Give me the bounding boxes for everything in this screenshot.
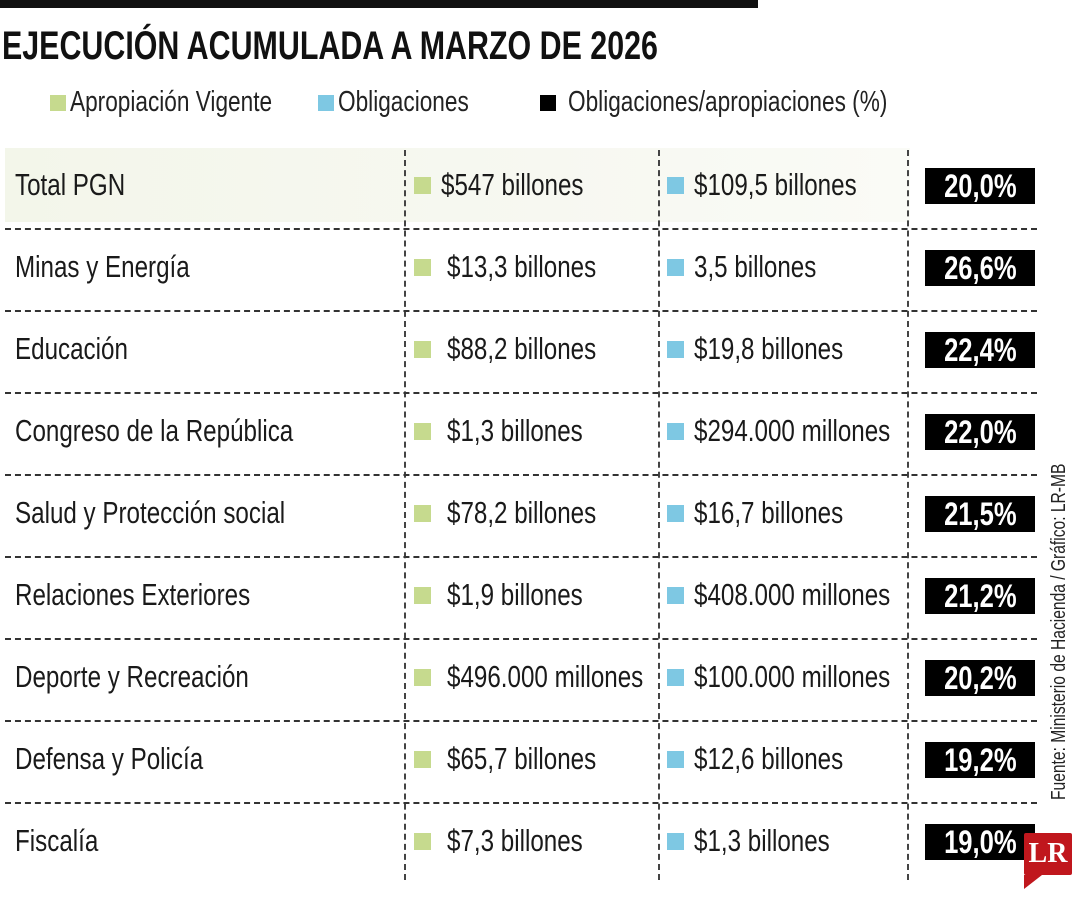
apropiacion-cell: $65,7 billones <box>414 722 638 796</box>
row-divider <box>5 474 1037 476</box>
apropiacion-cell: $7,3 billones <box>414 804 621 878</box>
table-row: Relaciones Exteriores $1,9 billones $408.0… <box>0 558 1040 640</box>
column-divider <box>907 150 909 880</box>
green-square-icon <box>414 340 431 358</box>
blue-square-icon <box>667 422 684 440</box>
row-divider <box>5 392 1037 394</box>
row-divider <box>5 802 1037 804</box>
row-name: Fiscalía <box>15 823 99 858</box>
table-row: Congreso de la República $1,3 billones $29… <box>0 394 1040 476</box>
blue-square-icon <box>667 258 684 276</box>
table-row: Minas y Energía $13,3 billones 3,5 billone… <box>0 230 1040 312</box>
total-row-highlight <box>5 148 910 222</box>
row-name: Educación <box>15 331 128 366</box>
table-row: Defensa y Policía $65,7 billones $12,6 bil… <box>0 722 1040 804</box>
blue-square-icon <box>667 176 684 194</box>
row-name: Minas y Energía <box>15 249 190 284</box>
ratio-badge: 20,0% <box>925 168 1035 204</box>
table-row: Salud y Protección social $78,2 billones $… <box>0 476 1040 558</box>
green-square-icon <box>414 750 431 768</box>
row-name: Congreso de la República <box>15 413 294 448</box>
source-note: Fuente: Ministerio de Hacienda / Gráfico… <box>1048 463 1070 800</box>
lr-logo: LR <box>1024 833 1072 889</box>
ratio-badge: 21,5% <box>925 496 1035 532</box>
ratio-badge: 19,2% <box>925 742 1035 778</box>
row-name: Relaciones Exteriores <box>15 577 251 612</box>
ratio-badge: 21,2% <box>925 578 1035 614</box>
obligaciones-cell: $1,3 billones <box>667 804 868 878</box>
obligaciones-cell: $109,5 billones <box>667 148 903 222</box>
apropiacion-cell: $88,2 billones <box>414 312 638 386</box>
column-divider <box>404 150 406 880</box>
obligaciones-cell: $12,6 billones <box>667 722 885 796</box>
apropiacion-cell: $78,2 billones <box>414 476 638 550</box>
table-row: Total PGN $547 billones $109,5 billones 20,… <box>0 148 1040 230</box>
green-square-icon <box>414 176 431 194</box>
obligaciones-cell: 3,5 billones <box>667 230 851 304</box>
chart-title: EJECUCIÓN ACUMULADA A MARZO DE 2026 <box>2 24 658 68</box>
obligaciones-cell: $16,7 billones <box>667 476 885 550</box>
blue-square-icon <box>667 832 684 850</box>
legend-ratio: Obligaciones/apropiaciones (%) <box>540 86 977 119</box>
ratio-badge: 26,6% <box>925 250 1035 286</box>
green-square-icon <box>414 832 431 850</box>
row-divider <box>5 228 1037 230</box>
legend-swatch-black <box>540 94 556 111</box>
apropiacion-cell: $1,9 billones <box>414 558 621 632</box>
table-row: Educación $88,2 billones $19,8 billones 22,… <box>0 312 1040 394</box>
blue-square-icon <box>667 340 684 358</box>
table-row: Deporte y Recreación $496.000 millones $10… <box>0 640 1040 722</box>
table-row: Fiscalía $7,3 billones $1,3 billones 19,0% <box>0 804 1040 886</box>
obligaciones-cell: $408.000 millones <box>667 558 946 632</box>
blue-square-icon <box>667 750 684 768</box>
legend-obligaciones: Obligaciones <box>318 86 506 119</box>
top-rule <box>0 0 758 8</box>
ratio-badge: 22,0% <box>925 414 1035 450</box>
green-square-icon <box>414 668 431 686</box>
row-name: Deporte y Recreación <box>15 659 249 694</box>
green-square-icon <box>414 504 431 522</box>
ratio-badge: 22,4% <box>925 332 1035 368</box>
apropiacion-cell: $547 billones <box>414 148 624 222</box>
row-name: Defensa y Policía <box>15 741 204 776</box>
blue-square-icon <box>667 668 684 686</box>
ratio-badge: 20,2% <box>925 660 1035 696</box>
blue-square-icon <box>667 504 684 522</box>
row-divider <box>5 720 1037 722</box>
obligaciones-cell: $19,8 billones <box>667 312 885 386</box>
column-divider <box>658 150 660 880</box>
green-square-icon <box>414 422 431 440</box>
legend-swatch-blue <box>318 94 334 111</box>
legend-swatch-green <box>50 94 66 111</box>
apropiacion-cell: $496.000 millones <box>414 640 699 714</box>
blue-square-icon <box>667 586 684 604</box>
ratio-badge: 19,0% <box>925 824 1035 860</box>
green-square-icon <box>414 586 431 604</box>
obligaciones-cell: $294.000 millones <box>667 394 946 468</box>
row-divider <box>5 638 1037 640</box>
obligaciones-cell: $100.000 millones <box>667 640 946 714</box>
legend-apropiacion: Apropiación Vigente <box>50 86 329 119</box>
green-square-icon <box>414 258 431 276</box>
apropiacion-cell: $13,3 billones <box>414 230 638 304</box>
apropiacion-cell: $1,3 billones <box>414 394 621 468</box>
row-name: Salud y Protección social <box>15 495 286 530</box>
row-divider <box>5 310 1037 312</box>
row-divider <box>5 556 1037 558</box>
row-name: Total PGN <box>15 167 126 202</box>
